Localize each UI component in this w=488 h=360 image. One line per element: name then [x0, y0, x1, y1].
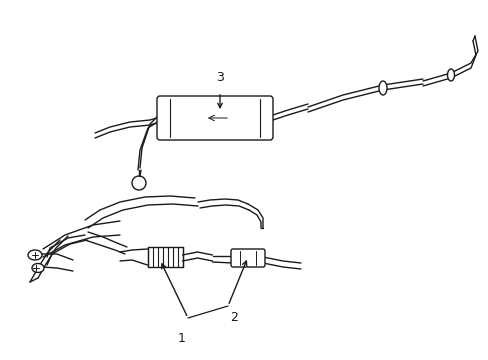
Text: 3: 3: [216, 71, 224, 84]
Text: 1: 1: [178, 332, 185, 345]
FancyBboxPatch shape: [230, 249, 264, 267]
Ellipse shape: [447, 69, 453, 81]
Ellipse shape: [32, 264, 44, 273]
FancyBboxPatch shape: [157, 96, 272, 140]
Ellipse shape: [28, 250, 42, 260]
Ellipse shape: [378, 81, 386, 95]
Text: 2: 2: [229, 311, 238, 324]
